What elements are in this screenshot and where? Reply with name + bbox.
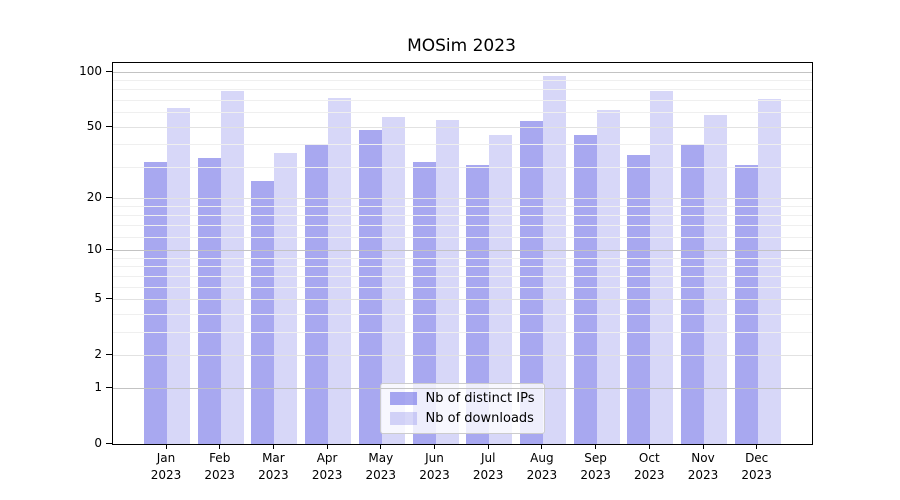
legend-swatch-downloads bbox=[389, 412, 417, 425]
bar-downloads-dec bbox=[757, 99, 781, 444]
y-tick bbox=[106, 442, 112, 444]
legend-item-downloads: Nb of downloads bbox=[389, 411, 535, 426]
x-tick-label: May 2023 bbox=[365, 451, 397, 482]
bar-downloads-aug bbox=[542, 76, 566, 444]
bar-distinct-ips-nov bbox=[681, 144, 704, 444]
x-tick bbox=[595, 444, 597, 449]
minor-gridline bbox=[113, 99, 812, 101]
y-tick bbox=[106, 353, 112, 355]
bar-distinct-ips-dec bbox=[734, 164, 758, 444]
x-tick-label: Jun 2023 bbox=[419, 451, 450, 482]
y-tick bbox=[106, 70, 112, 72]
bar-distinct-ips-mar bbox=[251, 181, 275, 444]
x-tick bbox=[702, 444, 704, 449]
legend-label-downloads: Nb of downloads bbox=[425, 411, 534, 426]
legend: Nb of distinct IPs Nb of downloads bbox=[379, 383, 546, 434]
bar-distinct-ips-oct bbox=[627, 155, 651, 444]
x-tick-label: Mar 2023 bbox=[258, 451, 289, 482]
y-tick bbox=[106, 249, 112, 251]
x-tick bbox=[541, 444, 543, 449]
x-tick bbox=[756, 444, 758, 449]
x-tick-label: Oct 2023 bbox=[634, 451, 665, 482]
bar-downloads-jul bbox=[489, 135, 513, 444]
bar-downloads-jan bbox=[167, 107, 190, 444]
y-tick-label: 100 bbox=[79, 63, 102, 78]
x-tick-label: Jan 2023 bbox=[150, 451, 182, 482]
y-tick-label: 20 bbox=[86, 190, 102, 205]
bar-distinct-ips-apr bbox=[305, 144, 329, 444]
x-tick-label: Nov 2023 bbox=[687, 451, 719, 482]
x-tick-label: Jul 2023 bbox=[472, 451, 504, 482]
y-tick-label: 5 bbox=[94, 291, 102, 306]
minor-gridline bbox=[113, 112, 812, 114]
legend-swatch-distinct-ips bbox=[389, 392, 417, 405]
x-tick-label: Dec 2023 bbox=[741, 451, 772, 482]
bar-distinct-ips-jul bbox=[466, 164, 490, 444]
x-tick bbox=[326, 444, 328, 449]
bar-downloads-nov bbox=[704, 115, 727, 444]
bar-distinct-ips-jun bbox=[412, 162, 436, 444]
bar-downloads-sep bbox=[596, 110, 620, 444]
bar-distinct-ips-feb bbox=[197, 157, 221, 444]
x-tick bbox=[487, 444, 489, 449]
minor-gridline bbox=[113, 89, 812, 91]
y-tick bbox=[106, 125, 112, 127]
bar-distinct-ips-sep bbox=[573, 135, 597, 444]
bar-distinct-ips-may bbox=[358, 130, 382, 444]
bar-distinct-ips-jan bbox=[144, 162, 167, 444]
bar-downloads-mar bbox=[274, 153, 298, 444]
y-tick bbox=[106, 197, 112, 199]
x-tick-label: Aug 2023 bbox=[526, 451, 558, 482]
x-tick bbox=[272, 444, 274, 449]
y-tick-label: 50 bbox=[86, 118, 102, 133]
x-tick bbox=[648, 444, 650, 449]
x-tick-label: Sep 2023 bbox=[580, 451, 611, 482]
bar-downloads-apr bbox=[328, 98, 352, 444]
x-tick bbox=[219, 444, 221, 449]
minor-gridline bbox=[113, 79, 812, 81]
x-tick-label: Apr 2023 bbox=[311, 451, 343, 482]
plot-area: Nb of distinct IPs Nb of downloads bbox=[112, 62, 813, 445]
legend-label-distinct-ips: Nb of distinct IPs bbox=[425, 391, 535, 406]
chart-title: MOSim 2023 bbox=[407, 36, 516, 56]
gridline bbox=[113, 71, 812, 73]
x-tick bbox=[434, 444, 435, 449]
y-tick-label: 0 bbox=[94, 435, 102, 450]
bar-downloads-feb bbox=[220, 90, 244, 444]
x-tick bbox=[165, 444, 167, 449]
y-tick bbox=[106, 386, 112, 388]
x-tick-label: Feb 2023 bbox=[204, 451, 235, 482]
y-tick bbox=[106, 298, 112, 300]
bar-distinct-ips-aug bbox=[519, 121, 543, 444]
y-tick-label: 10 bbox=[86, 242, 102, 257]
y-tick-label: 2 bbox=[94, 346, 102, 361]
x-tick bbox=[380, 444, 382, 449]
bar-downloads-oct bbox=[650, 90, 674, 444]
legend-item-distinct-ips: Nb of distinct IPs bbox=[389, 391, 535, 406]
bar-downloads-jun bbox=[435, 119, 459, 444]
y-tick-label: 1 bbox=[94, 379, 102, 394]
